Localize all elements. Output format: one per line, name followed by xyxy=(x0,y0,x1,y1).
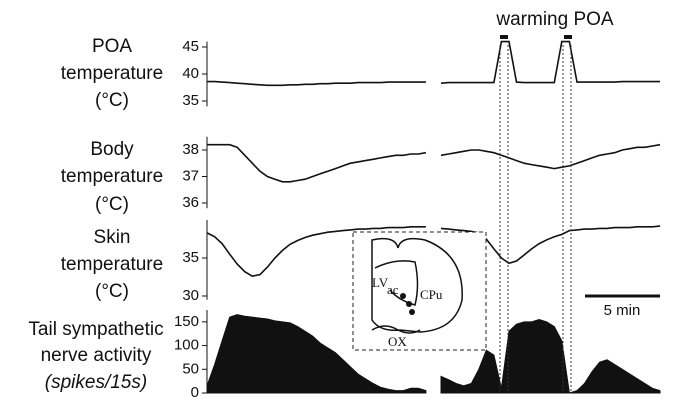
y-tick-label: 35 xyxy=(182,92,199,109)
y-tick-label: 35 xyxy=(182,249,199,266)
panel-label: (°C) xyxy=(95,281,129,302)
warming-label: warming POA xyxy=(495,9,614,30)
panel-label: (°C) xyxy=(95,90,129,111)
y-tick-label: 150 xyxy=(174,313,199,330)
inset-label: CPu xyxy=(420,287,443,302)
panel-label: Body xyxy=(90,139,134,160)
trace xyxy=(207,80,426,87)
activity-area xyxy=(440,318,661,394)
warming-bar xyxy=(500,35,508,39)
y-tick-label: 45 xyxy=(182,38,199,55)
panel-label: Skin xyxy=(94,227,131,248)
panel-label: POA xyxy=(92,36,132,57)
y-tick-label: 37 xyxy=(182,167,199,184)
y-tick-label: 0 xyxy=(191,384,199,401)
trace xyxy=(206,226,426,278)
y-tick-label: 38 xyxy=(182,141,199,158)
inset: LV ac CPu OX xyxy=(352,231,487,351)
y-tick-label: 100 xyxy=(174,337,199,354)
trace xyxy=(207,143,427,183)
panel-label: (spikes/15s) xyxy=(45,372,147,393)
trace xyxy=(440,40,660,84)
panel-label: nerve activity xyxy=(41,345,152,366)
panel-label: temperature xyxy=(61,63,163,84)
activity-area xyxy=(206,314,427,394)
y-tick-label: 36 xyxy=(182,194,199,211)
y-tick-label: 40 xyxy=(182,65,199,82)
warming-guides xyxy=(499,45,572,393)
panel-label: temperature xyxy=(61,166,163,187)
inset-label: ac xyxy=(387,282,399,297)
panel-label: Tail sympathetic xyxy=(28,319,163,340)
scale-bar-label: 5 min xyxy=(604,302,641,319)
inset-label: OX xyxy=(388,334,407,349)
panel-label: (°C) xyxy=(95,194,129,215)
inset-label: LV xyxy=(372,275,389,290)
y-tick-label: 50 xyxy=(182,360,199,377)
panel-label: temperature xyxy=(61,254,163,275)
warming-bar xyxy=(564,35,572,39)
y-tick-label: 30 xyxy=(182,287,199,304)
trace xyxy=(440,143,661,170)
